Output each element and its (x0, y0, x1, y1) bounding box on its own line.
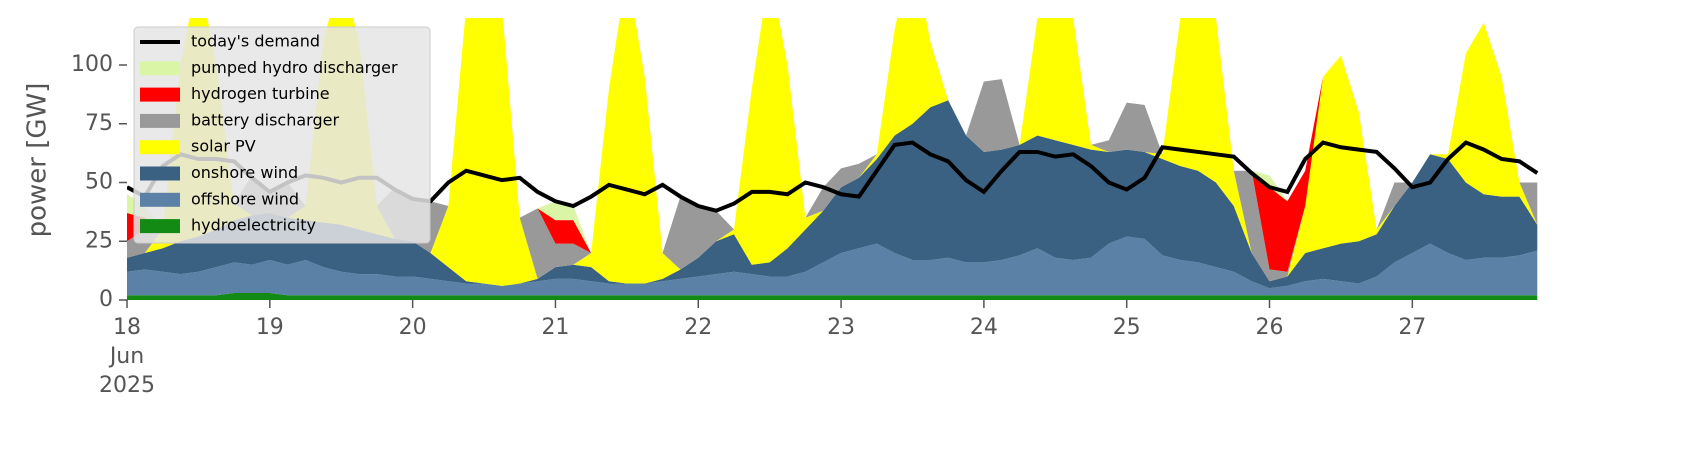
legend-label: onshore wind (191, 163, 298, 182)
legend-swatch (140, 219, 180, 234)
legend-swatch (140, 61, 180, 76)
y-tick-label: 25 (85, 228, 113, 253)
legend-swatch (140, 87, 180, 102)
y-tick-label: 75 (85, 111, 113, 136)
x-tick-label: 18 Jun 2025 (99, 315, 155, 398)
x-tick-label: 21 (541, 315, 569, 340)
x-tick-label: 25 (1113, 315, 1141, 340)
legend-swatch (140, 113, 180, 128)
x-tick-label: 23 (827, 315, 855, 340)
area (127, 236, 1538, 296)
y-axis-label: power [GW] (23, 83, 53, 238)
legend-label: today's demand (191, 32, 320, 51)
legend-label: offshore wind (191, 189, 299, 208)
legend-label: hydrogen turbine (191, 84, 330, 103)
legend: today's demand pumped hydro discharger hyd… (133, 26, 431, 244)
x-tick-label: 27 (1398, 315, 1426, 340)
area (127, 18, 1538, 286)
legend-label: pumped hydro discharger (191, 58, 398, 77)
legend-swatch (140, 140, 180, 155)
x-tick-label: 26 (1256, 315, 1284, 340)
legend-label: battery discharger (191, 110, 339, 129)
y-tick-label: 100 (71, 52, 113, 77)
area (127, 292, 1538, 300)
x-tick-label: 24 (970, 315, 998, 340)
x-tick-label: 22 (684, 315, 712, 340)
x-tick-label: 20 (399, 315, 427, 340)
legend-swatch (140, 166, 180, 181)
legend-box (133, 26, 431, 244)
legend-label: hydroelectricity (191, 216, 316, 235)
legend-label: solar PV (191, 137, 256, 156)
x-tick-label: 19 (256, 315, 284, 340)
y-tick-label: 50 (85, 170, 113, 195)
legend-swatch (140, 192, 180, 207)
area (127, 100, 1538, 289)
y-tick-label: 0 (99, 287, 113, 312)
